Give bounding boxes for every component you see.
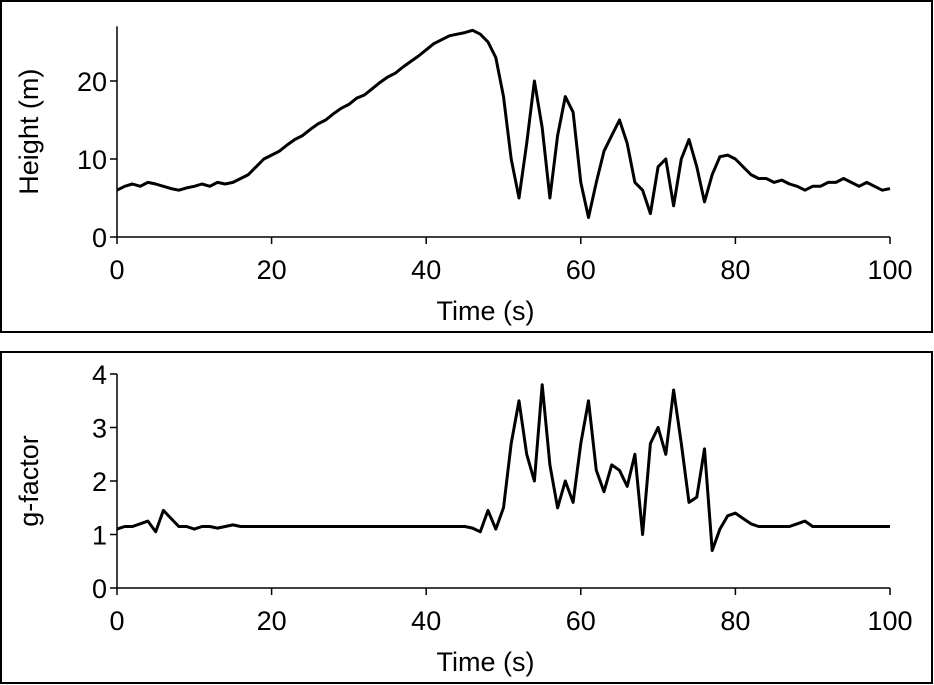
- y-tick-label: 1: [92, 521, 107, 551]
- y-tick-label: 2: [92, 467, 107, 497]
- data-line: [116, 28, 891, 219]
- x-tick-label: 100: [867, 255, 912, 285]
- y-tick-label: 3: [92, 414, 107, 444]
- y-tick-label: 20: [77, 67, 107, 97]
- x-tick-label: 40: [411, 606, 441, 636]
- data-line: [116, 383, 890, 552]
- y-tick-label: 0: [92, 574, 107, 604]
- x-tick-label: 60: [566, 255, 596, 285]
- x-axis-label: Time (s): [437, 296, 535, 326]
- y-axis-label: g-factor: [14, 435, 44, 527]
- y-tick-label: 10: [77, 145, 107, 175]
- panel-frame: [0, 0, 933, 333]
- x-tick-label: 80: [720, 255, 750, 285]
- panel-frame: [0, 351, 933, 684]
- y-tick-label: 4: [92, 360, 107, 390]
- x-tick-label: 40: [411, 255, 441, 285]
- x-tick-label: 0: [109, 255, 124, 285]
- y-axis-label: Height (m): [14, 69, 44, 195]
- x-axis-label: Time (s): [437, 647, 535, 677]
- x-tick-label: 80: [720, 606, 750, 636]
- x-tick-label: 20: [257, 255, 287, 285]
- x-tick-label: 0: [109, 606, 124, 636]
- y-tick-label: 0: [92, 223, 107, 253]
- x-tick-label: 100: [867, 606, 912, 636]
- x-tick-label: 60: [566, 606, 596, 636]
- x-tick-label: 20: [257, 606, 287, 636]
